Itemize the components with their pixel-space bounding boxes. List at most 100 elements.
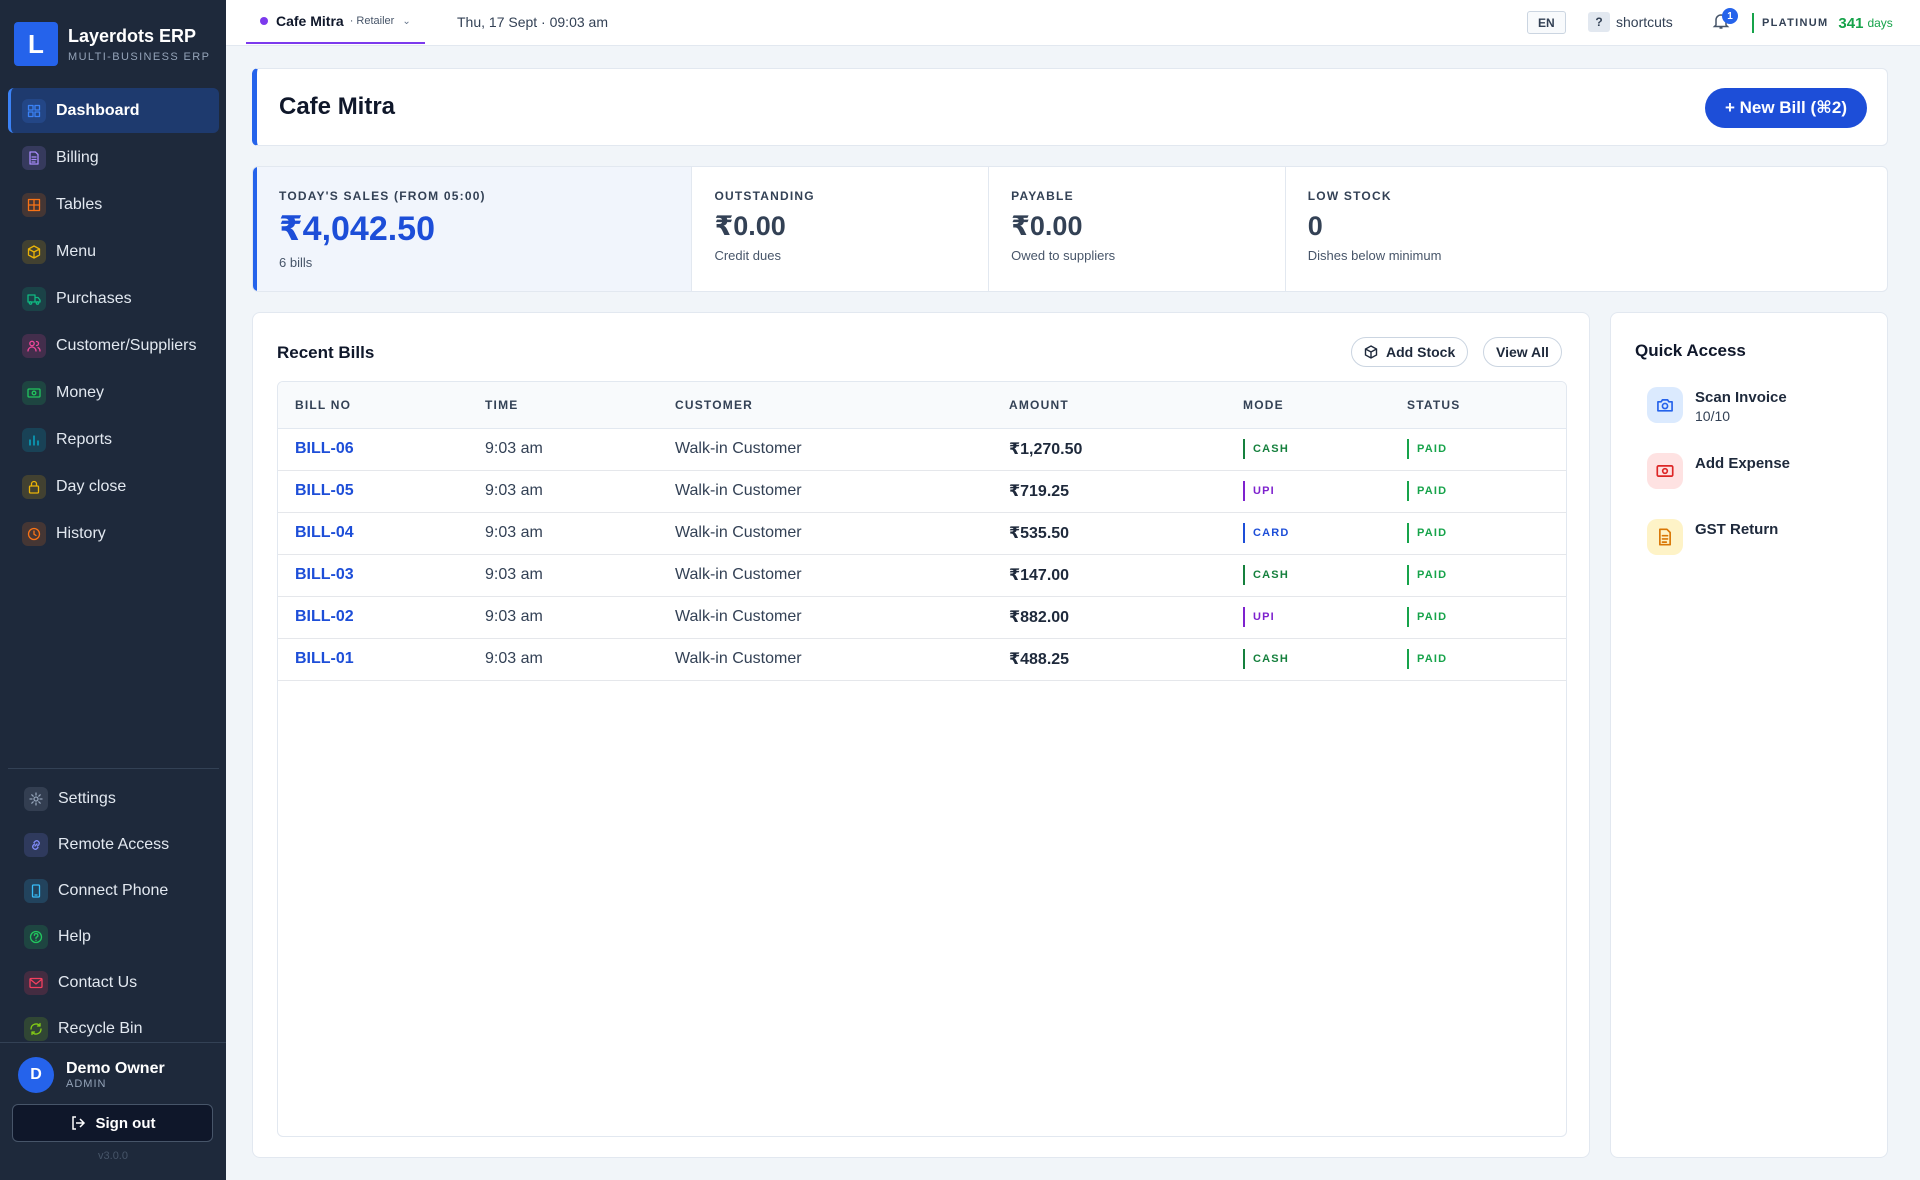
gear-icon	[29, 792, 43, 806]
plan-days-unit: days	[1867, 16, 1893, 30]
status-badge: PAID	[1407, 607, 1447, 627]
sign-out-button[interactable]: Sign out	[12, 1104, 213, 1142]
business-switcher[interactable]: Cafe Mitra · Retailer ⌄	[246, 0, 425, 44]
business-name: Cafe Mitra	[276, 13, 344, 29]
sidebar-nav-bottom: Settings Remote Access Connect Phone Help Co…	[8, 768, 219, 1053]
table-row[interactable]: BILL-03 9:03 am Walk-in Customer ₹147.00 CAS…	[278, 554, 1566, 597]
bill-mode-cell: CASH	[1226, 554, 1390, 597]
table-row[interactable]: BILL-05 9:03 am Walk-in Customer ₹719.25 UPI…	[278, 470, 1566, 513]
sidebar-item-label: Billing	[56, 148, 99, 166]
bill-status-cell: PAID	[1390, 512, 1566, 555]
sidebar-item-remote-access[interactable]: Remote Access	[8, 823, 219, 867]
phone-icon	[31, 884, 41, 898]
new-bill-button[interactable]: + New Bill (⌘2)	[1704, 88, 1867, 128]
view-all-button[interactable]: View All	[1483, 337, 1562, 367]
notification-count: 1	[1722, 8, 1738, 24]
truck-icon	[27, 293, 41, 305]
payment-mode-badge: CASH	[1243, 565, 1289, 585]
grid-icon-wrap	[22, 98, 46, 123]
bill-status-cell: PAID	[1390, 596, 1566, 639]
clock-icon-wrap	[22, 521, 46, 546]
bill-number-link[interactable]: BILL-02	[278, 596, 468, 639]
table-row[interactable]: BILL-04 9:03 am Walk-in Customer ₹535.50 CAR…	[278, 512, 1566, 555]
table-icon	[27, 198, 41, 211]
box-icon-wrap	[22, 239, 46, 264]
bill-number-link[interactable]: BILL-01	[278, 638, 468, 681]
payment-mode-badge: CARD	[1243, 523, 1290, 543]
quick-add-expense-button[interactable]: Add Expense	[1647, 453, 1790, 489]
recycle-icon	[30, 1022, 42, 1036]
help-icon	[29, 930, 43, 944]
phone-icon-wrap	[24, 879, 48, 903]
sidebar-item-reports[interactable]: Reports	[8, 417, 219, 462]
table-row[interactable]: BILL-01 9:03 am Walk-in Customer ₹488.25 CAS…	[278, 638, 1566, 681]
column-header-bill-no: BILL NO	[278, 382, 468, 429]
table-row[interactable]: BILL-02 9:03 am Walk-in Customer ₹882.00 UPI…	[278, 596, 1566, 639]
shortcuts-key: ?	[1588, 12, 1610, 32]
bill-number-link[interactable]: BILL-05	[278, 470, 468, 513]
sidebar-item-day-close[interactable]: Day close	[8, 464, 219, 509]
chevron-down-icon: ⌄	[402, 15, 411, 27]
table-row[interactable]: BILL-06 9:03 am Walk-in Customer ₹1,270.50 C…	[278, 428, 1566, 471]
sign-out-label: Sign out	[95, 1114, 156, 1132]
sidebar-item-dashboard[interactable]: Dashboard	[8, 88, 219, 133]
quick-scan-invoice-button[interactable]: Scan Invoice 10/10	[1647, 387, 1787, 424]
column-header-amount: AMOUNT	[992, 382, 1226, 429]
quick-gst-return-button[interactable]: GST Return	[1647, 519, 1778, 555]
stat-label: TODAY'S SALES (FROM 05:00)	[279, 189, 486, 203]
bill-customer: Walk-in Customer	[658, 638, 992, 681]
box-icon	[27, 244, 41, 259]
sidebar-item-settings[interactable]: Settings	[8, 777, 219, 821]
add-stock-label: Add Stock	[1386, 344, 1456, 360]
language-button[interactable]: EN	[1527, 11, 1566, 34]
bill-status-cell: PAID	[1390, 638, 1566, 681]
bill-number-link[interactable]: BILL-06	[278, 428, 468, 471]
sidebar-item-tables[interactable]: Tables	[8, 182, 219, 227]
stat-subtext: Dishes below minimum	[1307, 248, 1442, 263]
business-dot	[260, 17, 268, 25]
user-name: Demo Owner	[66, 1060, 165, 1077]
bill-number-link[interactable]: BILL-03	[278, 554, 468, 597]
users-icon-wrap	[22, 333, 46, 358]
plan-badge: PLATINUM 341 days	[1752, 13, 1893, 33]
brand-subtitle: MULTI-BUSINESS ERP	[68, 50, 211, 63]
bill-time: 9:03 am	[468, 638, 658, 681]
shortcuts-label: shortcuts	[1616, 14, 1673, 30]
mail-icon	[29, 977, 43, 989]
bills-table-header: BILL NO TIME CUSTOMER AMOUNT MODE STATUS	[278, 382, 1566, 429]
link-icon	[32, 840, 40, 850]
sidebar-item-customer-suppliers[interactable]: Customer/Suppliers	[8, 323, 219, 368]
sidebar-item-help[interactable]: Help	[8, 915, 219, 959]
status-badge: PAID	[1407, 523, 1447, 543]
sidebar-item-label: Reports	[56, 430, 113, 448]
topbar: Cafe Mitra · Retailer ⌄ Thu, 17 Sept · 0…	[226, 0, 1920, 46]
add-stock-button[interactable]: Add Stock	[1351, 337, 1469, 367]
stat-value: ₹0.00	[714, 211, 786, 241]
shortcuts-button[interactable]: ? shortcuts	[1588, 12, 1673, 32]
stat-subtext: Credit dues	[714, 248, 781, 263]
quick-access-label: Add Expense	[1695, 455, 1791, 472]
bill-status-cell: PAID	[1390, 470, 1566, 513]
stat-today-s-sales: TODAY'S SALES (FROM 05:00) ₹4,042.50 6 bil…	[253, 167, 693, 291]
document-icon-wrap	[22, 145, 46, 170]
status-badge: PAID	[1407, 649, 1447, 669]
stat-label: OUTSTANDING	[714, 189, 815, 203]
bill-mode-cell: CASH	[1226, 638, 1390, 681]
sidebar-item-billing[interactable]: Billing	[8, 135, 219, 180]
sidebar-item-history[interactable]: History	[8, 511, 219, 556]
sidebar-item-connect-phone[interactable]: Connect Phone	[8, 869, 219, 913]
sidebar-item-contact-us[interactable]: Contact Us	[8, 961, 219, 1005]
bar-chart-icon-wrap	[22, 427, 46, 452]
sidebar-item-menu[interactable]: Menu	[8, 229, 219, 274]
notifications-button[interactable]: 1	[1712, 8, 1738, 34]
sidebar-item-purchases[interactable]: Purchases	[8, 276, 219, 321]
sidebar-item-recycle-bin[interactable]: Recycle Bin	[8, 1007, 219, 1051]
box-icon	[1364, 345, 1378, 359]
stat-value: ₹0.00	[1011, 211, 1083, 241]
sidebar-item-money[interactable]: Money	[8, 370, 219, 415]
bill-number-link[interactable]: BILL-04	[278, 512, 468, 555]
sidebar-item-label: Settings	[58, 790, 116, 807]
avatar: D	[18, 1057, 54, 1093]
link-icon-wrap	[24, 833, 48, 857]
gear-icon-wrap	[24, 787, 48, 811]
